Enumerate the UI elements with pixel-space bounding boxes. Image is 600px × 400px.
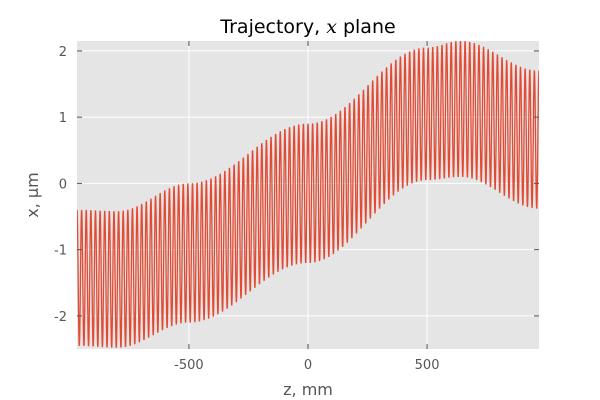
y-tick-label: 2 — [59, 45, 67, 60]
x-axis-label: z, mm — [283, 380, 333, 399]
x-tick-label: 0 — [304, 358, 312, 373]
y-axis-label: x, μm — [23, 172, 42, 217]
y-tick-label: -1 — [54, 244, 67, 259]
y-tick-label: 1 — [59, 111, 67, 126]
x-tick-label: 500 — [415, 358, 440, 373]
y-tick-label: -2 — [54, 310, 67, 325]
series-line-trajectory — [77, 41, 539, 348]
ticks: -500 0 500 -2 -1 0 1 2 — [54, 41, 539, 373]
y-tick-label: 0 — [59, 177, 67, 192]
chart-title-variable: x — [326, 16, 337, 38]
chart-title: Trajectory, x plane — [219, 16, 395, 38]
x-tick-label: -500 — [174, 358, 204, 373]
chart-title-prefix: Trajectory, — [219, 16, 326, 38]
chart-title-suffix: plane — [337, 16, 396, 38]
